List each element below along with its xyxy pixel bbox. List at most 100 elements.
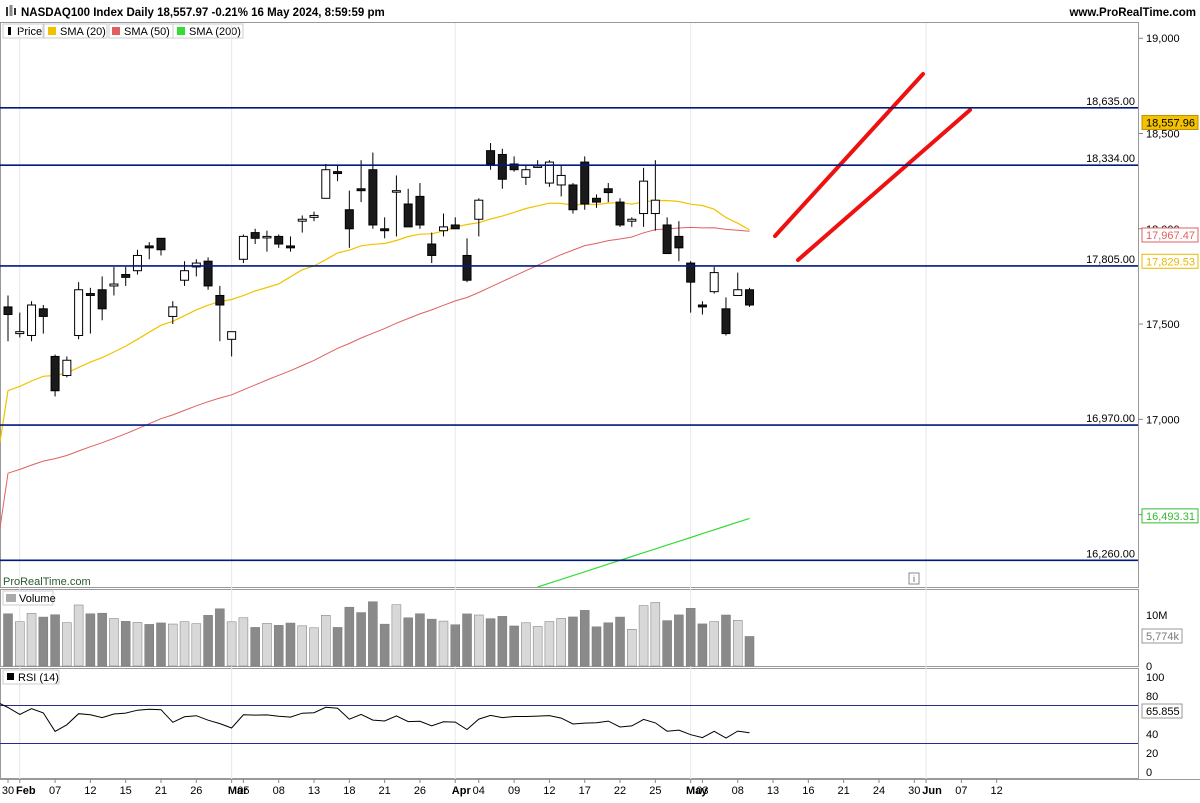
volume-bar[interactable]: [532, 626, 543, 667]
candle[interactable]: [3, 295, 13, 342]
volume-bar[interactable]: [521, 622, 531, 667]
volume-bar[interactable]: [497, 616, 508, 667]
candle[interactable]: [38, 305, 48, 334]
candle[interactable]: [156, 237, 166, 256]
channel-upper-line[interactable]: [773, 72, 925, 238]
rsi-title-box[interactable]: [2, 669, 60, 685]
volume-bar[interactable]: [309, 627, 319, 667]
volume-bar[interactable]: [15, 621, 25, 667]
volume-bar[interactable]: [450, 624, 461, 667]
candle[interactable]: [509, 156, 519, 172]
candle[interactable]: [603, 183, 613, 203]
candle[interactable]: [121, 266, 131, 286]
volume-bar[interactable]: [462, 613, 472, 667]
candle[interactable]: [497, 148, 507, 189]
candle[interactable]: [285, 236, 295, 252]
volume-bar[interactable]: [485, 618, 496, 667]
candle[interactable]: [227, 331, 237, 357]
volume-bar[interactable]: [109, 618, 119, 667]
candle[interactable]: [109, 266, 119, 296]
volume-bar[interactable]: [674, 614, 684, 667]
volume-bar[interactable]: [415, 613, 425, 667]
volume-bar[interactable]: [579, 610, 590, 667]
candle[interactable]: [415, 183, 425, 229]
candle[interactable]: [521, 165, 531, 185]
candle[interactable]: [462, 238, 472, 283]
volume-bar[interactable]: [297, 625, 307, 667]
volume-bar[interactable]: [403, 617, 413, 667]
candle[interactable]: [697, 301, 707, 315]
volume-bar[interactable]: [144, 624, 154, 667]
candle[interactable]: [403, 188, 413, 228]
candle[interactable]: [15, 312, 25, 338]
volume-bar[interactable]: [38, 616, 49, 667]
volume-bar[interactable]: [615, 616, 625, 667]
sma200-line[interactable]: [537, 517, 750, 588]
candle[interactable]: [627, 217, 637, 227]
volume-bar[interactable]: [344, 606, 355, 667]
info-icon[interactable]: i: [908, 572, 920, 585]
volume-bar[interactable]: [391, 604, 402, 667]
candle[interactable]: [333, 165, 343, 182]
candle[interactable]: [191, 259, 201, 277]
volume-bar[interactable]: [721, 614, 731, 667]
volume-bar[interactable]: [321, 614, 331, 667]
volume-bar[interactable]: [650, 602, 661, 667]
site-url[interactable]: www.ProRealTime.com: [1068, 7, 1196, 19]
candle[interactable]: [27, 301, 37, 342]
volume-bar[interactable]: [638, 605, 649, 667]
trend-channel[interactable]: [773, 72, 972, 262]
volume-bar[interactable]: [120, 621, 131, 667]
candle[interactable]: [238, 234, 248, 264]
legend-sma200-box[interactable]: [172, 23, 244, 39]
volume-bar[interactable]: [85, 613, 96, 667]
volume-bar[interactable]: [709, 621, 719, 667]
candle[interactable]: [674, 221, 684, 262]
volume-bar[interactable]: [179, 621, 190, 667]
candle[interactable]: [203, 257, 213, 290]
candle[interactable]: [592, 194, 601, 208]
volume-bar[interactable]: [474, 614, 484, 667]
volume-bar[interactable]: [156, 622, 166, 667]
candle[interactable]: [309, 211, 319, 222]
volume-bar[interactable]: [215, 608, 225, 667]
candle[interactable]: [391, 175, 401, 237]
candle[interactable]: [297, 215, 307, 233]
volume-bar[interactable]: [685, 608, 696, 667]
candle[interactable]: [97, 276, 107, 321]
candle[interactable]: [474, 198, 484, 237]
candle[interactable]: [438, 213, 448, 237]
candle[interactable]: [321, 164, 331, 199]
volume-bar[interactable]: [238, 617, 249, 667]
volume-bar[interactable]: [132, 622, 143, 667]
candle[interactable]: [733, 272, 743, 296]
rsi-path[interactable]: [0, 703, 750, 739]
volume-bar[interactable]: [262, 623, 272, 667]
volume-bar[interactable]: [97, 612, 107, 667]
volume-bar[interactable]: [379, 623, 390, 667]
volume-bar[interactable]: [250, 627, 260, 667]
channel-lower-line[interactable]: [796, 108, 972, 262]
candle[interactable]: [721, 297, 731, 336]
volume-bar[interactable]: [168, 623, 178, 667]
candle[interactable]: [274, 234, 284, 248]
volume-bar[interactable]: [203, 615, 213, 667]
candle[interactable]: [556, 165, 566, 197]
candle[interactable]: [745, 287, 755, 307]
volume-bar[interactable]: [3, 613, 13, 667]
volume-bar[interactable]: [438, 620, 449, 667]
volume-bar[interactable]: [73, 604, 84, 667]
volume-bar[interactable]: [426, 618, 437, 667]
legend-sma20-box[interactable]: [43, 23, 108, 39]
volume-bar[interactable]: [368, 601, 378, 667]
volume-bar[interactable]: [285, 622, 296, 667]
legend-price-box[interactable]: [2, 23, 44, 39]
volume-bar[interactable]: [50, 614, 60, 667]
volume-bar[interactable]: [509, 625, 519, 667]
volume-bar[interactable]: [603, 622, 614, 667]
volume-bar[interactable]: [697, 623, 708, 667]
volume-bar[interactable]: [556, 618, 566, 667]
rsi-panel[interactable]: [0, 668, 1139, 779]
candle[interactable]: [686, 261, 696, 313]
